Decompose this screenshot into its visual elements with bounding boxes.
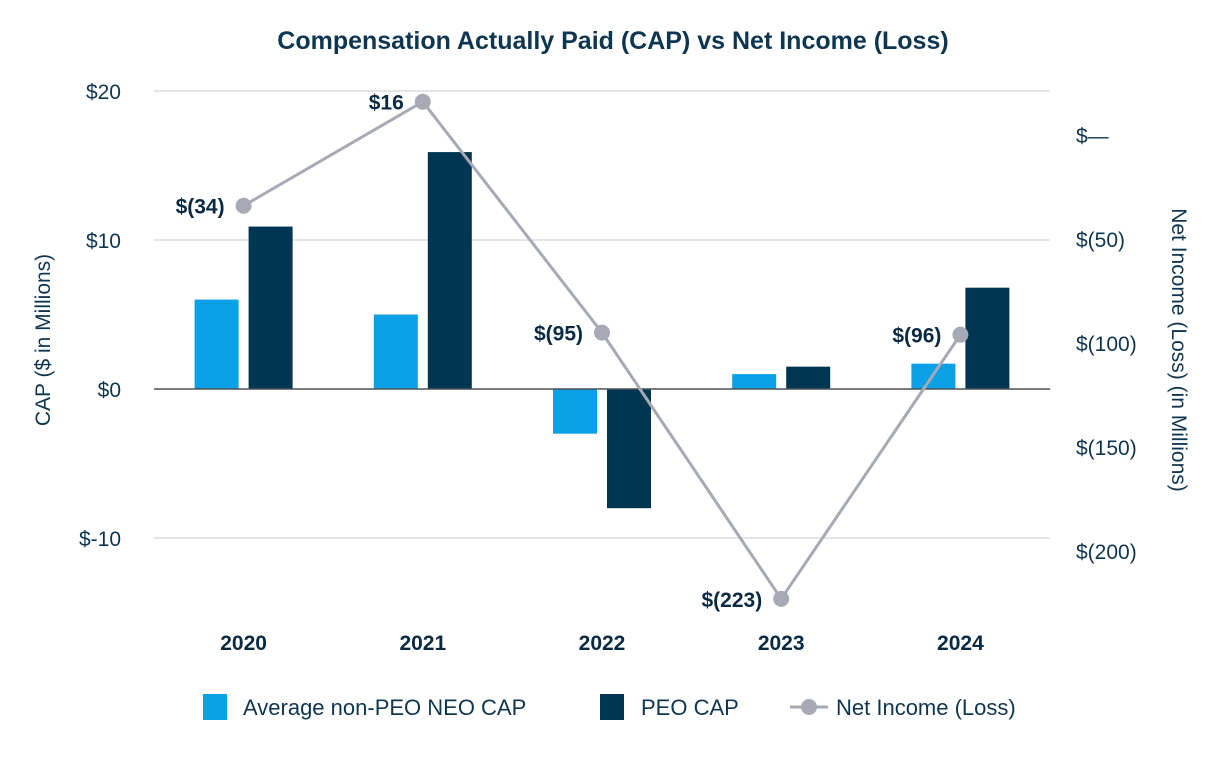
right-tick-label: $— — [1076, 125, 1109, 148]
avg-neo-cap-bar-2023 — [732, 374, 777, 389]
net-income-data-label-2021: $16 — [369, 92, 404, 115]
right-tick-label: $(200) — [1076, 541, 1137, 564]
right-axis-label: Net Income (Loss) (in Millions) — [1167, 208, 1190, 492]
peo-cap-bar-2023 — [786, 366, 831, 389]
left-tick-label: $0 — [98, 379, 121, 402]
net-income-point-2023 — [773, 590, 790, 607]
peo-cap-bar-2020 — [248, 226, 293, 389]
net-income-data-label-2023: $(223) — [701, 589, 762, 612]
bars — [194, 152, 1010, 509]
left-tick-label: $20 — [86, 81, 121, 104]
axes: $20 $10 $0 $-10 $— $(50) $(100) $(150) $(200) CAP… — [32, 81, 1190, 655]
left-tick-label: $10 — [86, 230, 121, 253]
category-label-2024: 2024 — [937, 632, 984, 655]
net-income-point-2024 — [952, 326, 969, 343]
right-tick-label: $(50) — [1076, 229, 1125, 252]
peo-cap-bar-2024 — [965, 287, 1010, 389]
right-tick-label: $(100) — [1076, 333, 1137, 356]
left-tick-label: $-10 — [79, 528, 121, 551]
net-income-point-2022 — [594, 324, 610, 341]
category-label-2022: 2022 — [579, 632, 626, 655]
legend-label-avg-neo-cap: Average non-PEO NEO CAP — [243, 695, 526, 720]
net-income-data-label-2020: $(34) — [176, 196, 225, 219]
category-label-2020: 2020 — [220, 632, 267, 655]
avg-neo-cap-bar-2022 — [553, 389, 597, 434]
gridlines — [154, 90, 1050, 539]
legend-label-net-income: Net Income (Loss) — [836, 695, 1016, 720]
avg-neo-cap-bar-2021 — [373, 314, 418, 389]
right-tick-label: $(150) — [1076, 437, 1137, 460]
legend-marker-net-income — [801, 699, 817, 715]
net-income-data-label-2024: $(96) — [892, 325, 941, 348]
avg-neo-cap-bar-2020 — [194, 299, 239, 389]
peo-cap-bar-2021 — [427, 152, 472, 389]
net-income-point-2020 — [235, 197, 252, 214]
legend-label-peo-cap: PEO CAP — [641, 695, 739, 720]
net-income-point-2021 — [414, 93, 431, 110]
net-income-data-label-2022: $(95) — [534, 323, 583, 346]
legend-swatch-avg-neo-cap — [203, 694, 227, 720]
left-axis-label: CAP ($ in Millions) — [32, 254, 55, 426]
data-labels: $(34) $16 $(95) $(223) $(96) — [176, 92, 942, 612]
net-income-polyline — [242, 99, 962, 602]
category-label-2021: 2021 — [399, 632, 446, 655]
category-label-2023: 2023 — [758, 632, 805, 655]
net-income-line — [235, 93, 969, 607]
legend-swatch-peo-cap — [600, 694, 624, 720]
chart-title: Compensation Actually Paid (CAP) vs Net … — [277, 27, 948, 55]
peo-cap-bar-2022 — [607, 389, 651, 509]
legend: Average non-PEO NEO CAP PEO CAP Net Income… — [203, 694, 1016, 720]
